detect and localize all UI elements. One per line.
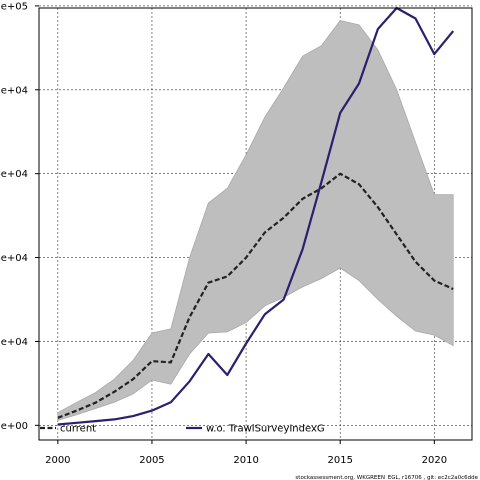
series-lines <box>57 6 455 426</box>
series-line-alternative <box>57 6 455 426</box>
y-tick-label: 2e+04 <box>0 337 28 348</box>
confidence-band-area <box>57 20 454 421</box>
axes: 2000 2005 2010 2015 2020 0e+00 2e+04 4e+04 6e+04… <box>0 1 447 466</box>
series-line-current <box>57 172 454 419</box>
y-tick-label: 8e+04 <box>0 85 28 96</box>
x-tick-label: 2000 <box>45 455 70 466</box>
legend: current w.o. TrawlSurveyIndexG <box>40 424 325 435</box>
x-tick-label: 2010 <box>233 455 258 466</box>
y-tick-label: 6e+04 <box>0 169 28 180</box>
legend-label-alternative: w.o. TrawlSurveyIndexG <box>206 424 325 435</box>
plot-frame <box>38 7 473 441</box>
x-tick-label: 2020 <box>422 455 447 466</box>
legend-label-current: current <box>60 424 96 435</box>
y-tick-label: 4e+04 <box>0 253 28 264</box>
y-tick-label: 1e+05 <box>0 1 28 12</box>
x-tick-label: 2005 <box>139 455 164 466</box>
confidence-band <box>57 20 454 421</box>
footnote: stockassessment.org, WKGREEN_EGL, r16706… <box>295 475 478 480</box>
y-tick-label: 0e+00 <box>0 421 28 432</box>
x-tick-label: 2015 <box>327 455 352 466</box>
